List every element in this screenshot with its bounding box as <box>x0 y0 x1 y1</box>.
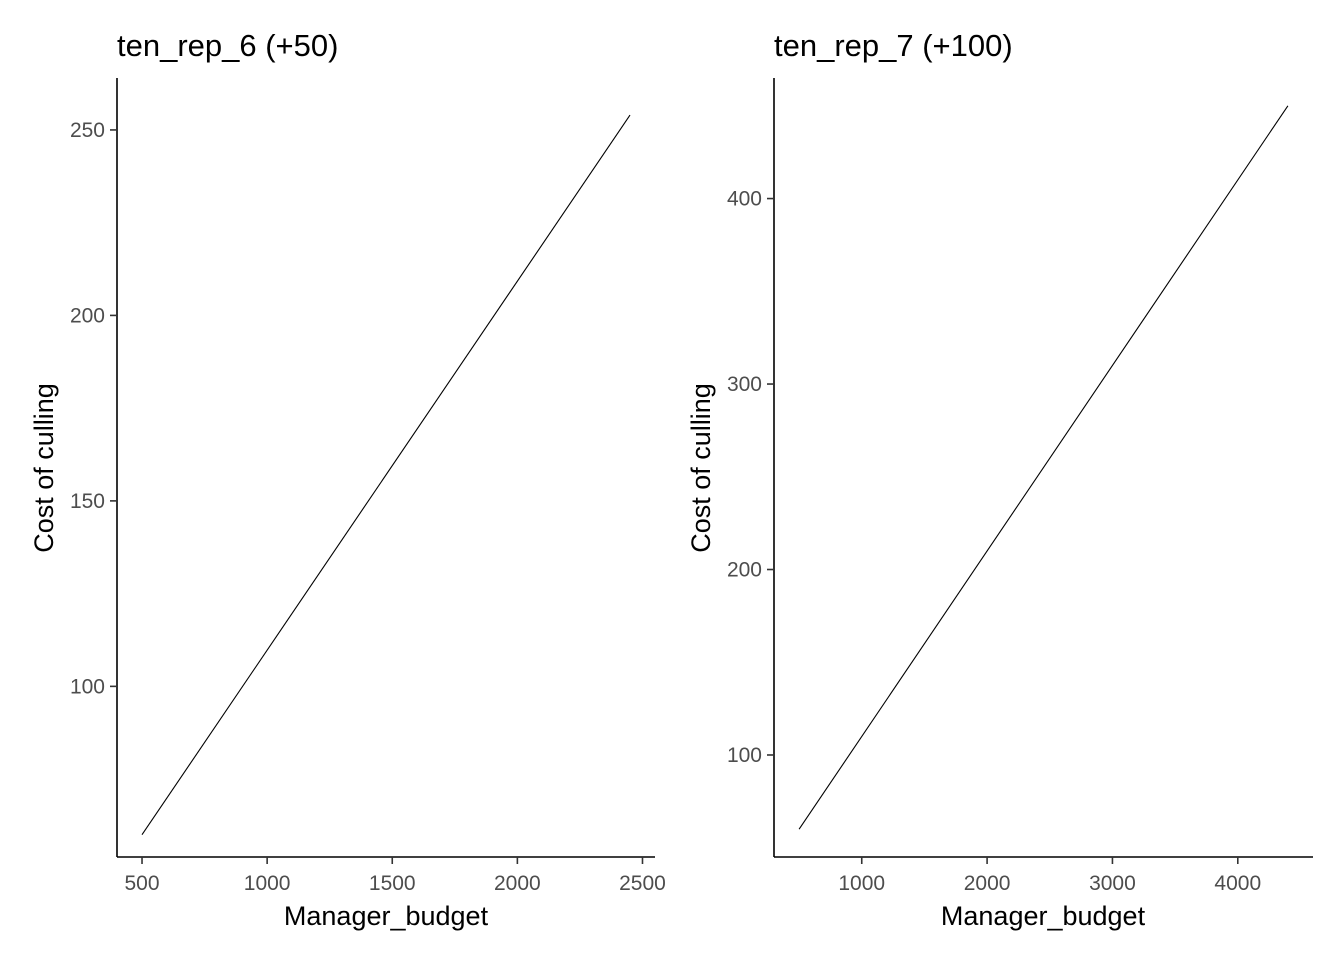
x-tick-label: 1000 <box>838 872 885 895</box>
x-tick-label: 4000 <box>1214 872 1261 895</box>
x-tick-label: 2000 <box>494 872 541 895</box>
y-tick-label: 150 <box>70 490 105 513</box>
y-tick-label: 400 <box>727 188 762 211</box>
y-tick-label: 200 <box>70 304 105 327</box>
axes: 1000 2000 3000 4000 100 200 300 400 <box>727 78 1313 895</box>
x-tick-label: 2000 <box>964 872 1011 895</box>
x-tick-label: 500 <box>124 872 159 895</box>
series-line <box>141 114 631 836</box>
y-tick-label: 250 <box>70 119 105 142</box>
panel-title: ten_rep_7 (+100) <box>774 28 1013 63</box>
x-axis-title: Manager_budget <box>941 901 1146 931</box>
y-tick-label: 100 <box>70 675 105 698</box>
y-axis-title: Cost of culling <box>29 383 59 553</box>
y-tick-label: 200 <box>727 559 762 582</box>
axes: 500 1000 1500 2000 2500 100 150 200 250 <box>70 78 666 895</box>
panel-title: ten_rep_6 (+50) <box>117 28 338 63</box>
series-line <box>798 105 1289 830</box>
y-tick-label: 300 <box>727 373 762 396</box>
y-tick-label: 100 <box>727 744 762 767</box>
panel-ten-rep-6: ten_rep_6 (+50) Manager_budget Cost of c… <box>29 28 666 931</box>
x-axis-title: Manager_budget <box>284 901 489 931</box>
panel-ten-rep-7: ten_rep_7 (+100) Manager_budget Cost of … <box>686 28 1313 931</box>
x-tick-label: 1000 <box>244 872 291 895</box>
x-tick-label: 2500 <box>619 872 666 895</box>
y-axis-title: Cost of culling <box>686 383 716 553</box>
x-tick-label: 3000 <box>1089 872 1136 895</box>
x-tick-label: 1500 <box>369 872 416 895</box>
